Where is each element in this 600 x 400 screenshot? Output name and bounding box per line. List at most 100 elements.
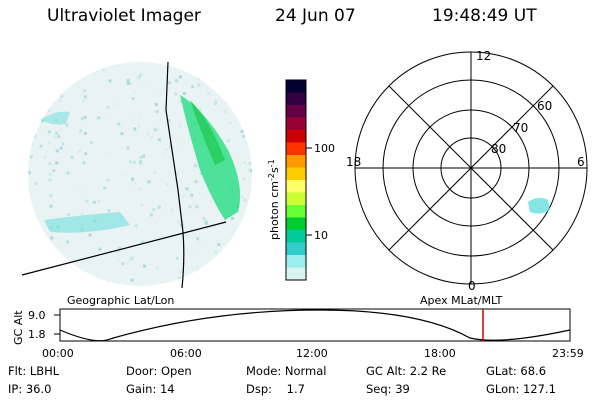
- colorbar-tick-label: 10: [314, 229, 328, 242]
- speckle-pixel: [132, 118, 136, 122]
- speckle-pixel: [63, 268, 67, 272]
- speckle-pixel: [82, 161, 86, 165]
- speckle-pixel: [176, 172, 179, 176]
- speckle-pixel: [65, 123, 69, 127]
- speckle-pixel: [78, 149, 81, 153]
- speckle-pixel: [80, 117, 84, 121]
- speckle-pixel: [170, 208, 174, 212]
- x-tick-label: 12:00: [296, 347, 328, 360]
- speckle-pixel: [97, 116, 101, 120]
- speckle-pixel: [197, 83, 201, 87]
- speckle-pixel: [165, 183, 169, 186]
- emission-patch: [40, 111, 70, 125]
- speckle-pixel: [55, 149, 59, 153]
- speckle-pixel: [57, 134, 61, 138]
- speckle-pixel: [39, 144, 43, 148]
- speckle-pixel: [199, 240, 202, 244]
- speckle-pixel: [120, 132, 124, 135]
- speckle-pixel: [251, 65, 252, 69]
- speckle-pixel: [70, 155, 74, 159]
- mlt-label-18: 18: [346, 155, 361, 169]
- speckle-pixel: [88, 233, 92, 237]
- speckle-pixel: [103, 186, 107, 190]
- uv-earth-image: [21, 61, 252, 289]
- speckle-pixel: [82, 73, 86, 77]
- speckle-pixel: [245, 80, 249, 84]
- speckle-pixel: [139, 161, 143, 165]
- speckle-pixel: [32, 102, 36, 106]
- speckle-pixel: [107, 209, 111, 213]
- speckle-pixel: [243, 198, 247, 202]
- speckle-pixel: [243, 161, 247, 165]
- speckle-pixel: [249, 209, 252, 213]
- speckle-pixel: [61, 142, 65, 146]
- timeline-y-tick: 1.8: [28, 328, 46, 341]
- speckle-pixel: [120, 147, 124, 151]
- speckle-pixel: [207, 92, 211, 96]
- speckle-pixel: [126, 78, 130, 82]
- speckle-pixel: [139, 155, 143, 159]
- speckle-pixel: [50, 257, 54, 261]
- speckle-pixel: [230, 216, 234, 220]
- speckle-pixel: [48, 162, 52, 166]
- speckle-pixel: [249, 204, 252, 208]
- speckle-pixel: [163, 152, 167, 155]
- speckle-pixel: [196, 237, 200, 241]
- speckle-pixel: [92, 200, 96, 204]
- lat-label-80: 80: [491, 142, 506, 156]
- colorbar-stripe: [286, 230, 306, 243]
- speckle-pixel: [186, 234, 190, 238]
- speckle-pixel: [233, 83, 237, 87]
- x-tick-label: 00:00: [42, 347, 74, 360]
- speckle-pixel: [139, 265, 143, 268]
- speckle-pixel: [204, 266, 208, 270]
- speckle-pixel: [31, 238, 35, 242]
- speckle-pixel: [226, 274, 230, 278]
- speckle-pixel: [185, 233, 188, 237]
- timeline-left-title: Geographic Lat/Lon: [67, 294, 174, 307]
- mlt-label-0: 0: [468, 279, 476, 293]
- speckle-pixel: [106, 105, 110, 109]
- speckle-pixel: [175, 256, 179, 260]
- colorbar-stripe: [286, 192, 306, 206]
- speckle-pixel: [58, 98, 62, 102]
- speckle-pixel: [197, 76, 201, 80]
- emission-patch: [44, 212, 130, 233]
- speckle-pixel: [128, 82, 132, 86]
- speckle-pixel: [248, 121, 252, 125]
- speckle-pixel: [214, 99, 217, 103]
- speckle-pixel: [131, 255, 135, 259]
- colorbar-stripe: [286, 130, 306, 143]
- speckle-pixel: [216, 275, 220, 279]
- speckle-pixel: [244, 240, 248, 244]
- speckle-pixel: [246, 101, 250, 105]
- colorbar-tick-label: 100: [314, 142, 335, 155]
- speckle-pixel: [39, 272, 43, 276]
- speckle-pixel: [202, 217, 206, 221]
- speckle-pixel: [242, 134, 245, 138]
- speckle-pixel: [49, 194, 53, 198]
- speckle-pixel: [194, 164, 198, 168]
- colorbar-stripe: [286, 267, 306, 281]
- speckle-pixel: [108, 79, 112, 83]
- speckle-pixel: [179, 75, 182, 79]
- speckle-pixel: [186, 281, 190, 285]
- speckle-pixel: [45, 258, 49, 262]
- speckle-pixel: [126, 82, 130, 85]
- speckle-pixel: [48, 178, 52, 182]
- glon-readout: GLon: 127.1: [486, 382, 556, 396]
- colorbar-stripe: [286, 92, 306, 106]
- speckle-pixel: [28, 200, 32, 204]
- speckle-pixel: [91, 62, 95, 65]
- speckle-pixel: [49, 204, 53, 208]
- speckle-pixel: [33, 134, 37, 138]
- mlt-label-12: 12: [476, 49, 491, 63]
- speckle-pixel: [31, 239, 35, 243]
- speckle-pixel: [133, 182, 137, 185]
- speckle-pixel: [236, 69, 240, 73]
- mlt-label-6: 6: [577, 155, 585, 169]
- colorbar-stripe: [286, 205, 306, 218]
- speckle-pixel: [129, 160, 132, 164]
- speckle-pixel: [115, 103, 119, 107]
- speckle-pixel: [50, 236, 54, 240]
